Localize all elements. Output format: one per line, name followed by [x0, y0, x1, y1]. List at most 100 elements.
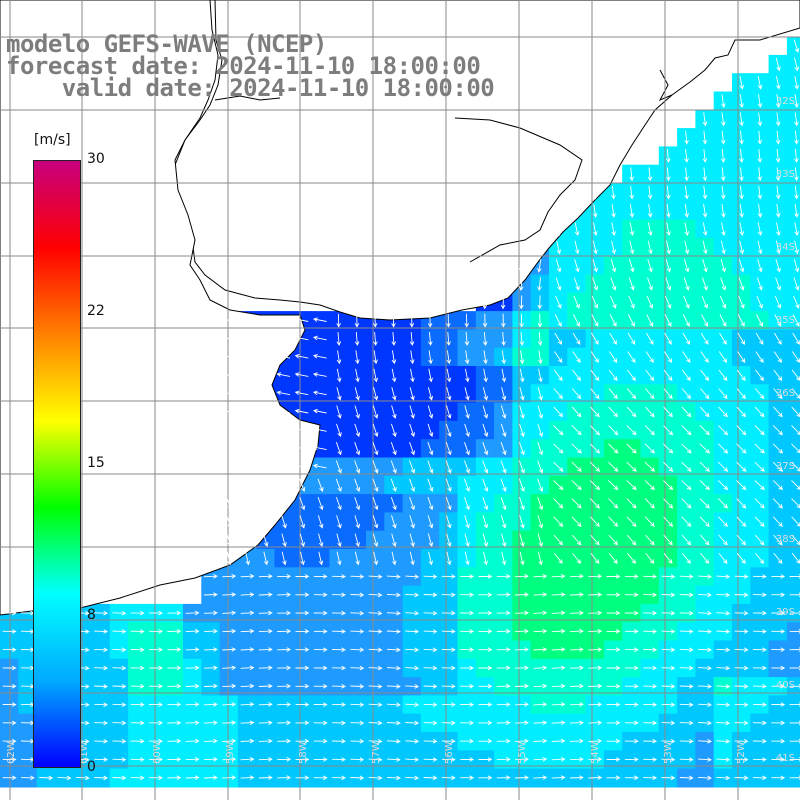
- latitude-label: 34S: [776, 242, 795, 253]
- wind-arrow: [593, 222, 598, 237]
- wind-arrow: [222, 592, 237, 597]
- wind-arrow: [464, 332, 470, 346]
- wind-arrow: [464, 496, 470, 511]
- wind-arrow: [460, 775, 475, 781]
- wind-cell: [786, 54, 800, 74]
- wind-arrow: [295, 592, 310, 597]
- wind-arrow: [294, 353, 309, 359]
- wind-arrow: [569, 647, 584, 652]
- wind-arrow: [702, 222, 708, 237]
- wind-arrow: [386, 775, 401, 781]
- wind-arrow: [661, 665, 676, 671]
- wind-arrow: [20, 775, 35, 781]
- wind-arrow: [350, 738, 365, 744]
- wind-arrow: [386, 757, 401, 762]
- wind-arrow: [295, 629, 310, 634]
- wind-arrow: [317, 496, 324, 511]
- wind-arrow: [592, 185, 598, 200]
- wind-arrow: [679, 574, 694, 579]
- wind-arrow: [720, 240, 726, 255]
- wind-arrow: [221, 372, 236, 377]
- wind-arrow: [775, 277, 782, 291]
- wind-arrow: [698, 684, 712, 689]
- wind-arrow: [736, 552, 746, 564]
- wind-arrow: [666, 222, 671, 237]
- wind-arrow: [624, 738, 639, 744]
- wind-arrow: [405, 629, 420, 634]
- wind-arrow: [386, 702, 401, 708]
- wind-arrow: [372, 313, 378, 328]
- wind-arrow: [754, 425, 765, 436]
- wind-arrow: [239, 408, 254, 414]
- wind-arrow: [590, 534, 600, 546]
- latitude-label: 36S: [776, 388, 795, 399]
- wind-arrow: [684, 167, 689, 182]
- wind-arrow: [277, 574, 292, 579]
- latitude-label: 41S: [776, 753, 795, 764]
- wind-arrow: [294, 463, 309, 469]
- wind-arrow: [551, 610, 566, 616]
- wind-arrow: [757, 130, 763, 145]
- wind-arrow: [386, 684, 401, 689]
- wind-arrow: [588, 683, 603, 689]
- wind-arrow: [699, 406, 710, 418]
- longitude-label: 58W: [298, 741, 309, 764]
- wind-cell: [786, 384, 800, 404]
- wind-arrow: [332, 775, 346, 781]
- wind-arrow: [681, 443, 692, 454]
- wind-arrow: [478, 757, 493, 762]
- wind-arrow: [409, 533, 415, 548]
- wind-arrow: [280, 478, 287, 492]
- wind-arrow: [591, 314, 599, 327]
- wind-arrow: [446, 350, 452, 365]
- wind-arrow: [222, 665, 237, 671]
- wind-arrow: [258, 756, 273, 762]
- wind-arrow: [588, 592, 603, 597]
- wind-arrow: [496, 775, 511, 780]
- wind-arrow: [702, 258, 708, 273]
- wind-arrow: [716, 775, 731, 781]
- wind-arrow: [794, 185, 799, 200]
- wind-arrow: [794, 75, 799, 90]
- wind-arrow: [317, 515, 324, 529]
- wind-arrow: [373, 332, 378, 346]
- wind-arrow: [588, 573, 603, 579]
- wind-arrow: [553, 552, 563, 564]
- wind-arrow: [441, 629, 456, 634]
- wind-arrow: [588, 702, 603, 707]
- wind-arrow: [647, 222, 653, 237]
- wind-arrow: [332, 720, 346, 726]
- wind-arrow: [772, 480, 784, 491]
- wind-arrow: [569, 665, 584, 671]
- wind-arrow: [628, 295, 635, 309]
- wind-arrow: [423, 702, 438, 708]
- wind-arrow: [739, 149, 744, 163]
- wind-arrow: [482, 295, 488, 310]
- wind-arrow: [645, 351, 654, 363]
- wind-arrow: [515, 702, 529, 707]
- wind-arrow: [94, 684, 109, 689]
- wind-arrow: [185, 702, 200, 707]
- wind-arrow: [793, 258, 800, 273]
- wind-arrow: [794, 130, 799, 145]
- wind-arrow: [410, 368, 415, 383]
- wind-arrow: [501, 313, 506, 328]
- wind-arrow: [679, 629, 694, 634]
- wind-arrow: [500, 295, 506, 310]
- wind-arrow: [772, 516, 783, 527]
- wind-arrow: [515, 738, 529, 744]
- wind-arrow: [441, 775, 456, 781]
- wind-arrow: [515, 628, 529, 634]
- wind-arrow: [262, 478, 269, 492]
- longitude-label: 60W: [152, 741, 163, 764]
- wind-arrow: [391, 332, 397, 346]
- wind-arrow: [149, 757, 163, 762]
- wind-arrow: [281, 515, 287, 529]
- wind-arrow: [702, 130, 708, 145]
- wind-arrow: [716, 647, 731, 653]
- wind-arrow: [258, 592, 273, 597]
- wind-arrow: [130, 684, 145, 689]
- wind-arrow: [752, 610, 767, 616]
- wind-arrow: [553, 425, 564, 436]
- wind-arrow: [427, 387, 434, 401]
